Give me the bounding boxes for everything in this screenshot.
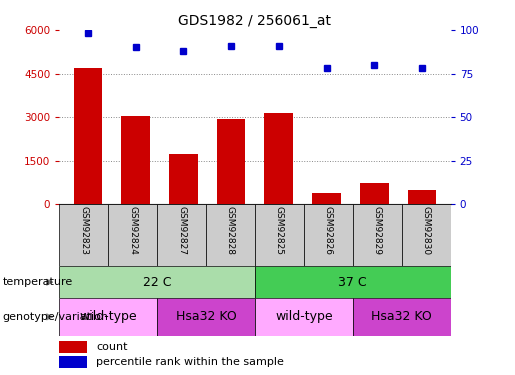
Text: GSM92825: GSM92825 [275,206,284,255]
Text: temperature: temperature [3,277,73,287]
Bar [59,298,157,336]
Bar [217,118,245,204]
Bar [255,298,353,336]
FancyBboxPatch shape [59,204,108,266]
FancyBboxPatch shape [206,204,255,266]
Bar [74,68,102,204]
FancyBboxPatch shape [304,204,353,266]
FancyBboxPatch shape [108,204,157,266]
FancyBboxPatch shape [402,204,451,266]
Text: GSM92830: GSM92830 [422,206,431,255]
Bar [360,183,389,204]
Bar [59,356,87,368]
Bar [408,190,436,204]
FancyBboxPatch shape [255,204,304,266]
Title: GDS1982 / 256061_at: GDS1982 / 256061_at [178,13,332,28]
Text: 37 C: 37 C [338,276,367,289]
Text: genotype/variation: genotype/variation [3,312,109,322]
Text: GSM92828: GSM92828 [226,206,235,255]
Text: Hsa32 KO: Hsa32 KO [371,310,432,323]
Text: GSM92829: GSM92829 [373,206,382,255]
Text: 22 C: 22 C [143,276,171,289]
Bar [265,113,293,204]
Text: Hsa32 KO: Hsa32 KO [176,310,236,323]
FancyBboxPatch shape [157,204,206,266]
Text: percentile rank within the sample: percentile rank within the sample [96,357,284,367]
Text: count: count [96,342,128,352]
Text: GSM92824: GSM92824 [128,206,137,255]
Bar [157,298,255,336]
Text: wild-type: wild-type [79,310,137,323]
Text: GSM92823: GSM92823 [79,206,88,255]
Bar [121,116,150,204]
Text: wild-type: wild-type [275,310,333,323]
Text: GSM92826: GSM92826 [324,206,333,255]
Bar [169,153,198,204]
Bar [59,266,255,298]
Bar [353,298,451,336]
Text: GSM92827: GSM92827 [177,206,186,255]
Bar [312,193,341,204]
Bar [255,266,451,298]
Bar [59,341,87,352]
FancyBboxPatch shape [353,204,402,266]
